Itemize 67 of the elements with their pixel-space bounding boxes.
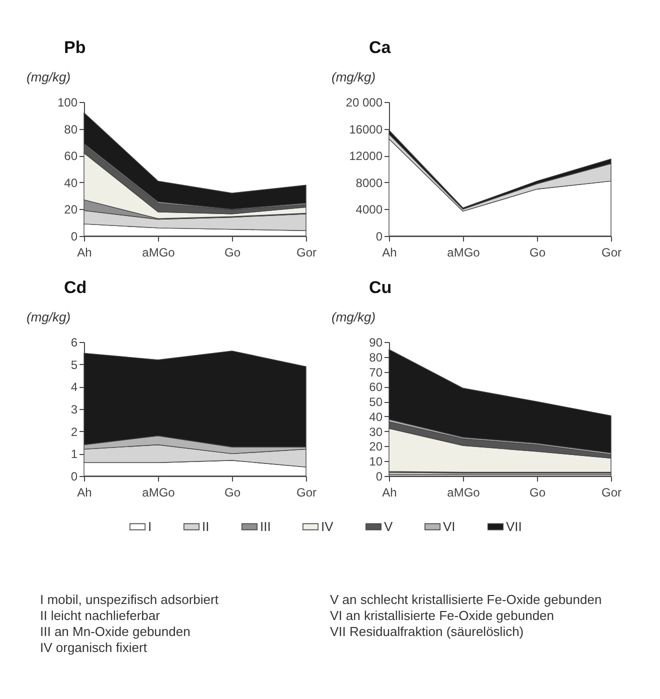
legend-label: VII [506,518,522,534]
chart-title: Cu [369,278,392,297]
y-tick-label: 16000 [349,122,383,136]
y-axis-title: (mg/kg) [332,70,376,84]
chart-title: Ca [369,38,392,57]
x-tick-label: Go [224,246,241,260]
x-tick-label: Ah [77,486,92,500]
legend-label: II [202,518,210,534]
x-tick-label: aMGo [142,486,176,500]
text: VI an kristallisierte Fe-Oxide gebunden [330,608,556,623]
y-tick-label: 40 [369,410,383,424]
y-tick-label: 70 [369,365,383,380]
y-tick-label: 20 000 [346,96,383,110]
x-tick-label: Ah [382,246,397,260]
x-tick-label: Gor [601,246,622,260]
text: I mobil, unspezifisch adsorbiert [40,592,220,607]
y-tick-label: 30 [369,424,383,439]
x-tick-label: Ah [77,246,92,260]
x-tick-label: aMGo [447,486,480,500]
legend-label: IV [321,518,334,534]
x-tick-label: Go [529,486,546,500]
y-tick-label: 5 [70,358,78,372]
chart-title: Pb [64,38,86,57]
y-tick-label: 12000 [349,149,383,164]
x-tick-label: Go [529,246,546,260]
y-tick-label: 0 [376,470,383,484]
text: IV organisch fixiert [40,640,148,655]
text: VII Residualfraktion (säurelöslich) [330,624,525,639]
y-tick-label: 100 [57,96,78,110]
legend-label: V [384,518,393,534]
text: III an Mn-Oxide gebunden [40,624,192,639]
y-tick-label: 0 [70,470,78,484]
y-tick-label: 80 [369,350,383,364]
x-tick-label: Gor [296,486,317,500]
y-tick-label: 60 [64,149,78,164]
y-axis-title: (mg/kg) [26,70,71,84]
legend-label: VI [443,518,456,534]
x-tick-label: Gor [296,246,317,260]
text: II leicht nachlieferbar [40,608,161,623]
y-axis-title: (mg/kg) [332,310,376,324]
y-tick-label: 40 [64,176,78,190]
y-tick-label: 50 [369,395,383,410]
y-tick-label: 3 [70,402,78,416]
x-tick-label: Ah [382,486,397,500]
y-tick-label: 0 [70,230,78,244]
y-tick-label: 4 [70,380,78,394]
x-tick-label: Go [224,486,241,500]
x-tick-label: aMGo [447,246,480,260]
y-tick-label: 6 [70,336,78,350]
y-tick-label: 80 [64,122,78,136]
y-tick-label: 0 [376,230,383,244]
y-tick-label: 60 [369,380,383,394]
y-tick-label: 2 [70,424,78,439]
y-tick-label: 20 [64,202,78,217]
y-tick-label: 90 [369,336,383,350]
y-axis-title: (mg/kg) [26,310,71,324]
text: V an schlecht kristallisierte Fe-Oxide gebunden [330,592,603,607]
y-tick-label: 8000 [356,176,383,190]
x-tick-label: aMGo [142,246,176,260]
legend-label: I [148,518,152,534]
y-tick-label: 4000 [356,202,383,217]
y-tick-label: 1 [70,447,78,462]
x-tick-label: Gor [601,486,622,500]
chart-title: Cd [64,278,87,297]
legend-label: III [260,518,271,534]
y-tick-label: 10 [369,454,383,469]
y-tick-label: 20 [369,440,383,454]
